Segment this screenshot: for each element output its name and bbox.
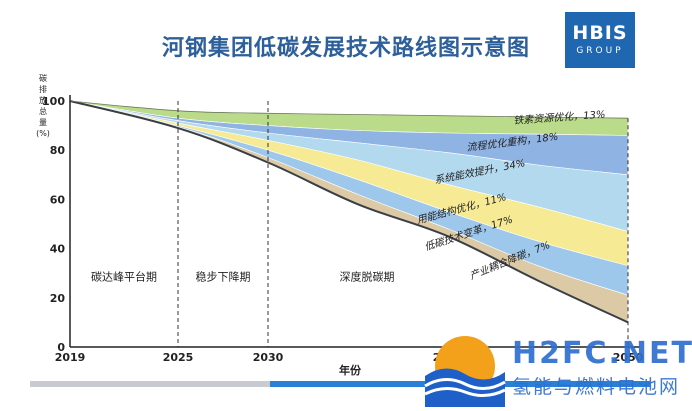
footer-bar-grey [30,381,270,387]
hbis-logo: HBIS GROUP [565,12,635,68]
x-axis-label: 年份 [339,363,362,377]
area-under-curve [70,101,628,347]
phase-label-2: 稳步下降期 [196,270,251,284]
y-tick-80: 80 [50,144,66,157]
wave-logo-icon [424,336,506,407]
x-tick-2050: 2050 [613,351,644,364]
watermark-name: H2FC.NET [512,336,692,371]
x-tick-2019: 2019 [55,351,86,364]
page-title: 河钢集团低碳发展技术路线图示意图 [161,36,530,61]
watermark-subtitle: 氢能与燃料电池网 [512,376,681,398]
y-tick-40: 40 [50,243,66,256]
watermark: H2FC.NET 氢能与燃料电池网 [420,330,692,407]
y-tick-20: 20 [50,292,66,305]
logo-text: HBIS [572,22,628,44]
phase-label-3: 深度脱碳期 [340,270,395,284]
phase-label-1: 碳达峰平台期 [91,270,157,284]
x-tick-2025: 2025 [163,351,194,364]
logo-subtext: GROUP [576,46,624,56]
y-tick-0: 0 [57,341,65,354]
emissions-line [69,100,629,324]
y-tick-60: 60 [50,193,66,206]
x-tick-2030: 2030 [253,351,284,364]
y-tick-100: 100 [42,95,65,108]
y-axis-label: 碳排放总量(%) [36,74,50,138]
